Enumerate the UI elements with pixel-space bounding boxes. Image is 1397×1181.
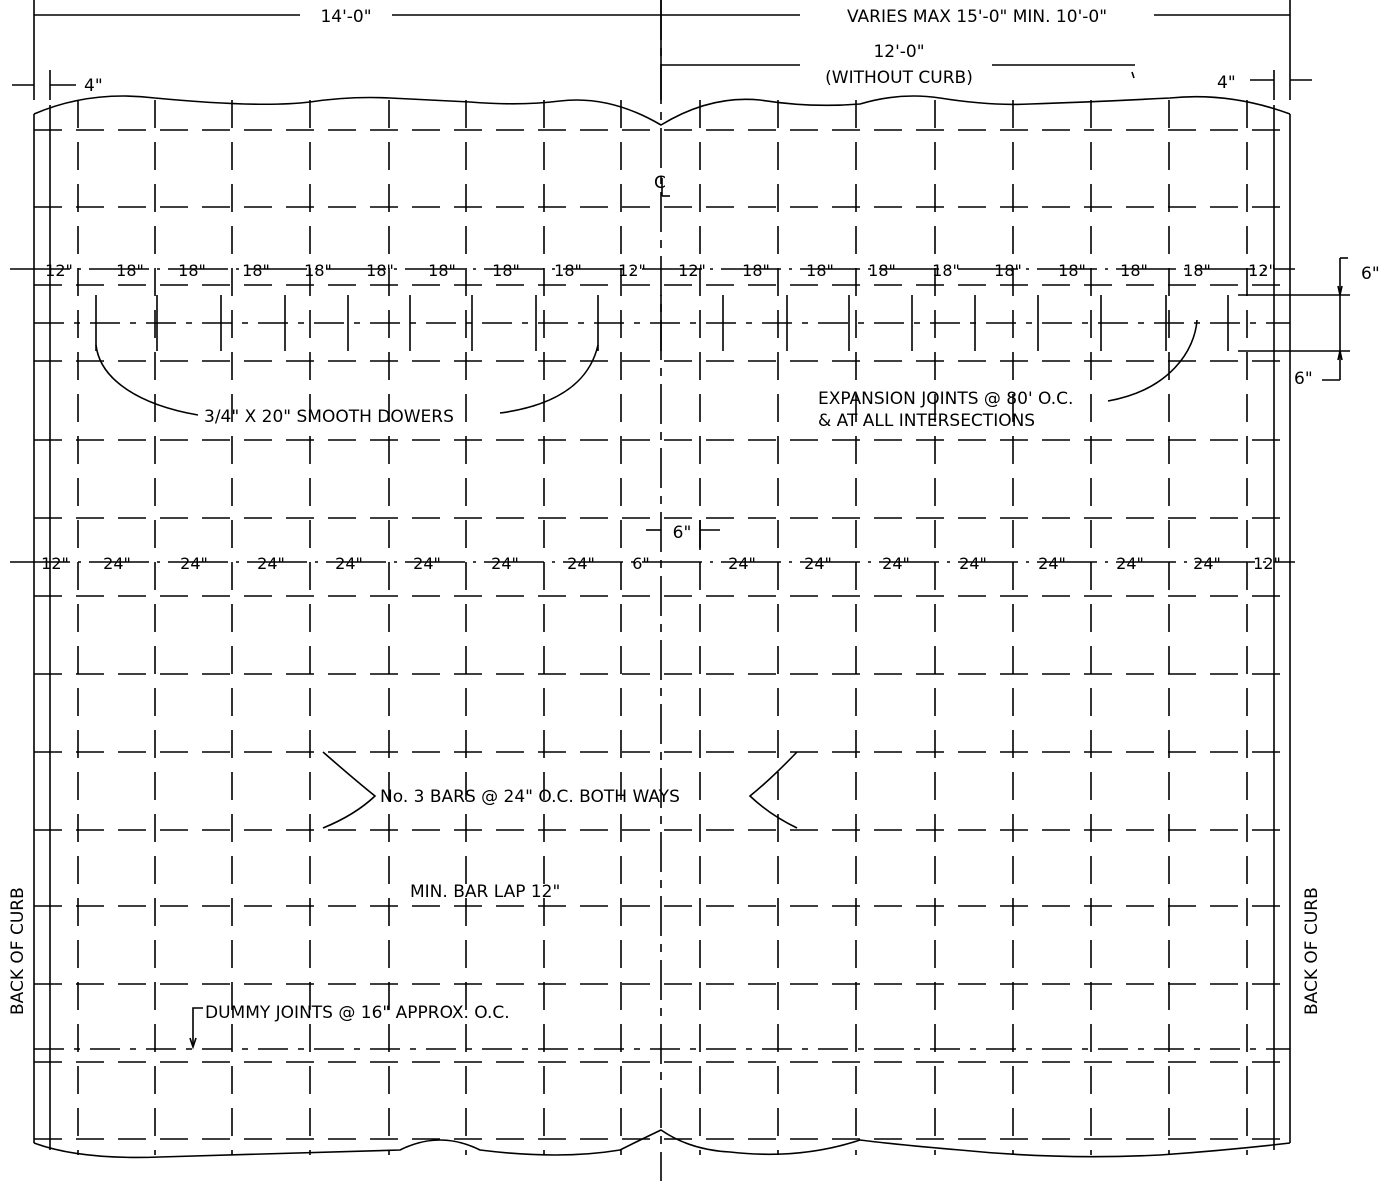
bar-spacing-label: 24" [1193,554,1221,573]
dim-edge-right: 4" [1217,73,1236,93]
arrow-head [189,1037,197,1050]
arrow-head [1337,350,1343,361]
bar-spacing-label: 24" [804,554,832,573]
bar-spacing-label: 24" [491,554,519,573]
bar-spacing-label: 24" [1038,554,1066,573]
dowel-spacing-label: 12" [45,261,73,280]
dim-top-right: VARIES MAX 15'-0" MIN. 10'-0" [847,7,1107,27]
dim-without-curb-label: (WITHOUT CURB) [825,68,973,88]
curb-label-left: BACK OF CURB [8,887,28,1015]
dowel-spacing-label: 18" [304,261,332,280]
dowel-spacing-label: 12" [1248,261,1276,280]
dim-without-curb-value: 12'-0" [873,42,924,62]
dim-tick [1131,71,1135,79]
bar-spacing-label: 24" [413,554,441,573]
dowel-spacing-label: 18" [1120,261,1148,280]
bars-note-leader-right [748,751,798,829]
curb-label-right: BACK OF CURB [1302,887,1322,1015]
dummy-note-leader [192,1007,203,1046]
bar-spacing-label: 24" [103,554,131,573]
dowel-spacing-label: 12" [618,261,646,280]
bar-spacing-label: 24" [335,554,363,573]
drawing-linework [10,0,1350,1181]
dowel-spacing-label: 18" [1058,261,1086,280]
expansion-note-line2: & AT ALL INTERSECTIONS [818,411,1035,431]
dowel-spacing-label: 18" [806,261,834,280]
dowel-spacing-label: 18" [932,261,960,280]
dowel-spacing-label: 18" [116,261,144,280]
dowel-spacing-labels: 12" 18" 18" 18" 18" 18" 18" 18" 18" 12" … [45,261,1276,280]
dowel-spacing-label: 18" [242,261,270,280]
bar-spacing-labels: 12" 24" 24" 24" 24" 24" 24" 24" 6" 24" 2… [41,554,1281,573]
dowel-spacing-label: 18" [492,261,520,280]
bar-spacing-label: 24" [882,554,910,573]
bars-note-leader-left [322,751,377,829]
expansion-note-line1: EXPANSION JOINTS @ 80' O.C. [818,389,1073,409]
dowel-spacing-label: 18" [742,261,770,280]
bar-spacing-label: 24" [180,554,208,573]
dowel-spacing-label: 18" [366,261,394,280]
dummy-note: DUMMY JOINTS @ 16" APPROX. O.C. [205,1003,510,1023]
bars-note: No. 3 BARS @ 24" O.C. BOTH WAYS [380,787,680,807]
bar-spacing-label: 24" [728,554,756,573]
bar-spacing-label: 24" [959,554,987,573]
dowel-offset-top: 6" [1361,264,1380,284]
lap-note: MIN. BAR LAP 12" [410,882,560,902]
bar-spacing-label: 24" [257,554,285,573]
dowel-offset-bottom: 6" [1294,369,1313,389]
dowel-note-leader-right [499,344,599,414]
dowel-spacing-label: 18" [994,261,1022,280]
dowel-spacing-label: 18" [178,261,206,280]
arrow-head [1337,285,1343,296]
bar-spacing-label: 24" [1116,554,1144,573]
dowel-note-leader-left [95,344,199,416]
dim-top-left: 14'-0" [320,7,371,27]
dowel-spacing-label: 18" [428,261,456,280]
expansion-note-leader [1107,319,1198,402]
bar-spacing-label: 6" [632,554,650,573]
bar-spacing-label: 12" [41,554,69,573]
bar-gap-label: 6" [673,523,692,543]
dowel-spacing-label: 18" [554,261,582,280]
dim-edge-left: 4" [84,76,103,96]
break-line-top [33,95,1291,126]
dowel-spacing-label: 18" [1183,261,1211,280]
dowel-spacing-label: 18" [868,261,896,280]
break-line-bottom [33,1129,1291,1159]
dowel-spacing-label: 12" [678,261,706,280]
bar-spacing-label: 24" [567,554,595,573]
centerline-symbol: C [654,173,666,193]
bar-spacing-label: 12" [1253,554,1281,573]
dowel-note: 3/4" X 20" SMOOTH DOWERS [204,407,454,427]
